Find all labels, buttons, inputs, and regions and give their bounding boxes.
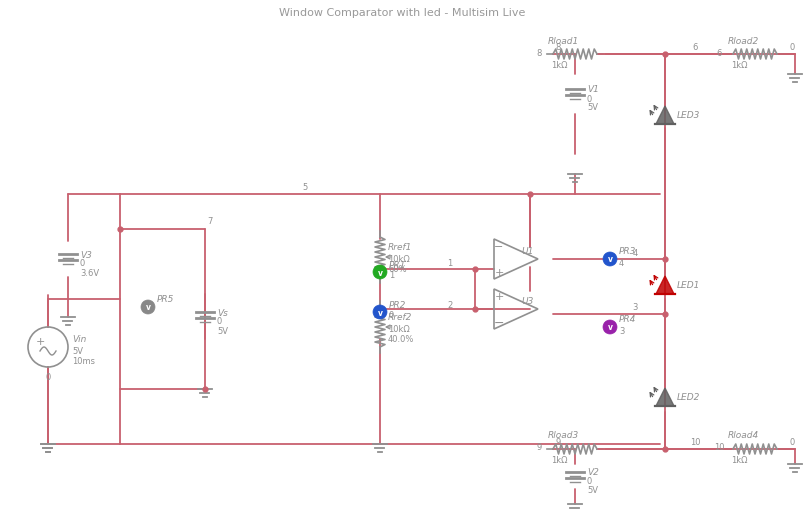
Text: Window Comparator with led - Multisim Live: Window Comparator with led - Multisim Li… xyxy=(279,8,524,18)
Text: 10kΩ: 10kΩ xyxy=(388,325,410,334)
Text: 10kΩ: 10kΩ xyxy=(388,255,410,264)
Text: PR4: PR4 xyxy=(618,315,636,324)
Text: 7: 7 xyxy=(207,217,213,226)
Text: Rload3: Rload3 xyxy=(548,431,578,440)
Text: 3: 3 xyxy=(631,303,637,312)
Text: 5V: 5V xyxy=(217,326,228,335)
Text: 0: 0 xyxy=(217,317,222,326)
Text: 0: 0 xyxy=(586,476,592,486)
Text: V1: V1 xyxy=(586,86,598,94)
Text: 0: 0 xyxy=(389,311,393,320)
Text: 8: 8 xyxy=(536,48,541,58)
Text: 4: 4 xyxy=(632,248,637,257)
Text: Rref2: Rref2 xyxy=(388,313,412,322)
Text: PR3: PR3 xyxy=(618,247,636,256)
Text: 3.6V: 3.6V xyxy=(80,268,99,277)
Text: 1kΩ: 1kΩ xyxy=(550,456,567,465)
Text: 10: 10 xyxy=(713,443,724,451)
Text: 40.0%: 40.0% xyxy=(388,335,414,344)
Text: 4: 4 xyxy=(618,258,623,267)
Text: 2: 2 xyxy=(446,300,452,309)
Text: LED3: LED3 xyxy=(676,111,699,120)
Circle shape xyxy=(373,266,386,279)
Circle shape xyxy=(602,252,616,267)
Text: 1kΩ: 1kΩ xyxy=(550,62,567,70)
Text: 9: 9 xyxy=(555,438,560,446)
Text: 5V: 5V xyxy=(72,346,83,355)
Text: PR1: PR1 xyxy=(389,260,406,269)
Text: 0: 0 xyxy=(789,438,793,446)
Circle shape xyxy=(602,320,616,334)
Text: v: v xyxy=(607,323,612,332)
Text: −: − xyxy=(493,316,503,329)
Text: −: − xyxy=(494,242,503,251)
Polygon shape xyxy=(655,276,673,294)
Text: 60%: 60% xyxy=(388,265,406,274)
Text: 10: 10 xyxy=(689,438,699,446)
Text: 9: 9 xyxy=(536,443,541,451)
Text: V2: V2 xyxy=(586,468,598,476)
Text: 5: 5 xyxy=(302,183,308,192)
Text: Rload4: Rload4 xyxy=(727,431,758,440)
Text: 3: 3 xyxy=(618,326,624,335)
Text: v: v xyxy=(145,303,150,312)
Text: 1: 1 xyxy=(389,271,393,280)
Text: v: v xyxy=(377,268,382,277)
Text: PR2: PR2 xyxy=(389,300,406,309)
Text: 10ms: 10ms xyxy=(72,356,95,365)
Text: U3: U3 xyxy=(520,297,532,306)
Text: 1: 1 xyxy=(446,258,452,267)
Circle shape xyxy=(373,305,386,319)
Text: 1kΩ: 1kΩ xyxy=(730,456,747,465)
Text: 6: 6 xyxy=(691,43,697,52)
Text: Rref1: Rref1 xyxy=(388,243,412,252)
Text: PR5: PR5 xyxy=(157,295,174,304)
Text: LED2: LED2 xyxy=(676,393,699,402)
Text: U1: U1 xyxy=(520,247,532,256)
Text: Vs: Vs xyxy=(217,308,227,317)
Text: Rload2: Rload2 xyxy=(727,37,758,45)
Text: 0: 0 xyxy=(45,373,51,382)
Text: 5V: 5V xyxy=(586,103,597,112)
Text: 0: 0 xyxy=(789,43,793,52)
Text: v: v xyxy=(377,308,382,317)
Text: 0: 0 xyxy=(80,259,85,268)
Polygon shape xyxy=(655,107,673,125)
Text: 1kΩ: 1kΩ xyxy=(730,62,747,70)
Text: +: + xyxy=(35,336,45,346)
Polygon shape xyxy=(655,388,673,406)
Text: 6: 6 xyxy=(715,48,721,58)
Text: v: v xyxy=(607,255,612,264)
Text: 5V: 5V xyxy=(586,486,597,495)
Circle shape xyxy=(141,300,155,315)
Text: +: + xyxy=(494,267,503,277)
Text: Vin: Vin xyxy=(72,335,86,344)
Text: V3: V3 xyxy=(80,250,92,259)
Text: LED1: LED1 xyxy=(676,281,699,290)
Text: 8: 8 xyxy=(555,43,560,52)
Text: +: + xyxy=(494,292,503,301)
Text: Rload1: Rload1 xyxy=(548,37,578,45)
Text: 0: 0 xyxy=(586,94,592,103)
